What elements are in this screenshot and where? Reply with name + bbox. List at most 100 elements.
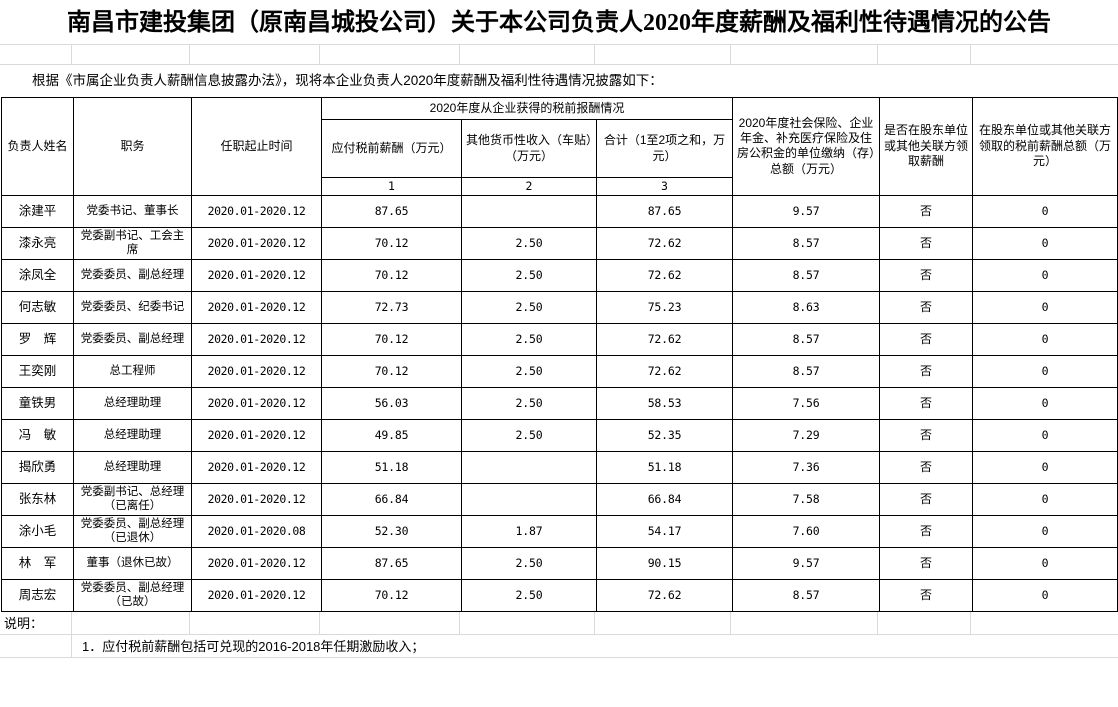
cell-position: 总经理助理 (73, 386, 192, 420)
cell-from-shareholder: 否 (879, 354, 974, 388)
cell-position: 董事（退休已故） (73, 546, 192, 580)
note-grid-cell (878, 611, 971, 634)
cell-shareholder-amount: 0 (972, 450, 1118, 484)
note-grid-cell: 说明： (0, 611, 72, 634)
table-header: 负责人姓名 职务 任职起止时间 2020年度从企业获得的税前报酬情况 2020年… (1, 97, 1118, 196)
cell-period: 2020.01-2020.12 (191, 258, 322, 292)
cell-from-shareholder: 否 (879, 450, 974, 484)
cell-position: 总经理助理 (73, 418, 192, 452)
header-row-1: 负责人姓名 职务 任职起止时间 2020年度从企业获得的税前报酬情况 2020年… (1, 97, 1118, 196)
cell-from-shareholder: 否 (879, 386, 974, 420)
grid-cell (731, 45, 878, 65)
cell-name: 张东林 (1, 482, 74, 516)
cell-period: 2020.01-2020.12 (191, 226, 322, 260)
header-row-2: 应付税前薪酬（万元） 其他货币性收入（车贴）（万元） 合计（1至2项之和，万元） (2, 119, 1118, 179)
cell-name: 王奕刚 (1, 354, 74, 388)
empty-grid-strip (0, 44, 1118, 66)
table-row: 何志敏 党委委员、纪委书记 2020.01-2020.12 72.73 2.50 75.2… (1, 290, 1118, 324)
cell-other-income: 2.50 (461, 386, 597, 420)
cell-period: 2020.01-2020.12 (191, 386, 322, 420)
notes-item-1: 1．应付税前薪酬包括可兑现的2016-2018年任期激励收入； (82, 639, 425, 655)
cell-period: 2020.01-2020.12 (191, 578, 322, 612)
cell-social-insurance: 8.57 (732, 354, 881, 388)
cell-from-shareholder: 否 (879, 482, 974, 516)
cell-social-insurance: 7.58 (732, 482, 881, 516)
table-row: 林 军董事（退休已故） 2020.01-2020.12 87.65 2.50 90.15… (1, 546, 1118, 580)
cell-shareholder-amount: 0 (972, 258, 1118, 292)
cell-total: 51.18 (595, 450, 734, 484)
note-grid-cell: 1．应付税前薪酬包括可兑现的2016-2018年任期激励收入； (72, 635, 1118, 657)
cell-period: 2020.01-2020.12 (191, 194, 322, 228)
th-other-income: 其他货币性收入（车贴）（万元） (461, 119, 597, 179)
grid-cell (72, 45, 190, 65)
cell-pretax-salary: 87.65 (321, 194, 462, 228)
cell-total: 54.17 (595, 514, 734, 548)
cell-pretax-salary: 70.12 (321, 322, 462, 356)
cell-period: 2020.01-2020.12 (191, 546, 322, 580)
th-index-1: 1 (321, 177, 462, 196)
cell-social-insurance: 8.63 (732, 290, 881, 324)
cell-shareholder-amount: 0 (972, 514, 1118, 548)
cell-from-shareholder: 否 (879, 258, 974, 292)
cell-total: 72.62 (595, 354, 734, 388)
cell-other-income: 2.50 (461, 290, 597, 324)
table-body: 涂建平 党委书记、董事长 2020.01-2020.12 87.65 87.65 9.57… (1, 194, 1118, 612)
cell-other-income: 2.50 (461, 546, 597, 580)
th-index-2: 2 (461, 177, 597, 196)
cell-position: 党委书记、董事长 (73, 194, 192, 228)
table-row: 涂建平 党委书记、董事长 2020.01-2020.12 87.65 87.65 9.57… (1, 194, 1118, 228)
notes-item1-row: 1．应付税前薪酬包括可兑现的2016-2018年任期激励收入； (0, 634, 1118, 658)
note-grid-cell (971, 612, 1118, 634)
cell-pretax-salary: 87.65 (321, 546, 462, 580)
cell-pretax-salary: 51.18 (321, 450, 462, 484)
cell-other-income: 2.50 (461, 418, 597, 452)
cell-period: 2020.01-2020.12 (191, 322, 322, 356)
cell-total: 72.62 (595, 322, 734, 356)
cell-total: 58.53 (595, 386, 734, 420)
cell-social-insurance: 8.57 (732, 226, 881, 260)
cell-name: 揭欣勇 (1, 450, 74, 484)
cell-period: 2020.01-2020.12 (191, 482, 322, 516)
cell-from-shareholder: 否 (879, 418, 974, 452)
cell-pretax-salary: 72.73 (321, 290, 462, 324)
cell-name: 漆永亮 (1, 226, 74, 260)
cell-total: 66.84 (595, 482, 734, 516)
cell-shareholder-amount: 0 (972, 386, 1118, 420)
cell-position: 党委委员、纪委书记 (73, 290, 192, 324)
cell-social-insurance: 7.56 (732, 386, 881, 420)
cell-social-insurance: 9.57 (732, 194, 881, 228)
cell-position: 党委委员、副总经理（已退休） (73, 514, 192, 548)
cell-pretax-salary: 70.12 (321, 354, 462, 388)
cell-other-income: 2.50 (461, 322, 597, 356)
cell-name: 何志敏 (1, 290, 74, 324)
cell-period: 2020.01-2020.12 (191, 290, 322, 324)
th-period: 任职起止时间 (191, 97, 322, 196)
th-name: 负责人姓名 (1, 97, 74, 196)
cell-position: 党委副书记、工会主席 (73, 226, 192, 260)
cell-shareholder-amount: 0 (972, 226, 1118, 260)
note-grid-cell (595, 611, 731, 634)
cell-position: 党委委员、副总经理 (73, 322, 192, 356)
cell-from-shareholder: 否 (879, 578, 974, 612)
cell-from-shareholder: 否 (879, 194, 974, 228)
cell-other-income (461, 482, 597, 516)
cell-pretax-salary: 56.03 (321, 386, 462, 420)
grid-cell (460, 45, 595, 65)
cell-period: 2020.01-2020.12 (191, 354, 322, 388)
cell-name: 周志宏 (1, 578, 74, 612)
cell-period: 2020.01-2020.08 (191, 514, 322, 548)
page-title: 南昌市建投集团（原南昌城投公司）关于本公司负责人2020年度薪酬及福利性待遇情况… (67, 10, 1051, 36)
grid-cell (190, 45, 320, 65)
notes-label: 说明： (4, 616, 44, 632)
cell-name: 童铁男 (1, 386, 74, 420)
th-index-3: 3 (595, 177, 734, 196)
cell-name: 冯 敏 (1, 418, 74, 452)
th-social-insurance: 2020年度社会保险、企业年金、补充医疗保险及住房公积金的单位缴纳（存）总额（万… (732, 97, 881, 196)
table-row: 张东林 党委副书记、总经理（已离任） 2020.01-2020.12 66.84 66.… (1, 482, 1118, 516)
cell-from-shareholder: 否 (879, 290, 974, 324)
cell-total: 72.62 (595, 578, 734, 612)
note-grid-cell (0, 634, 72, 657)
grid-cell (320, 45, 460, 65)
note-grid-cell (460, 611, 595, 634)
